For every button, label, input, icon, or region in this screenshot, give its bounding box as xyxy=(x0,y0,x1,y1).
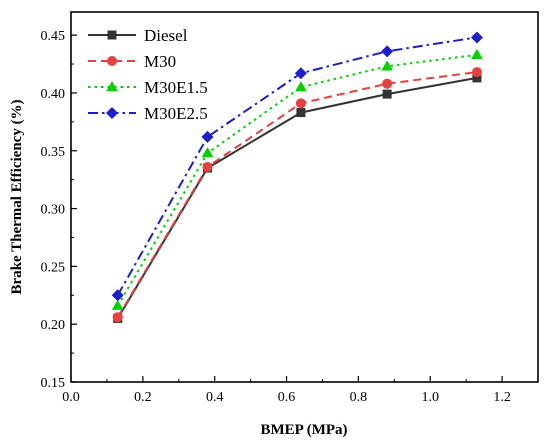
series-layer xyxy=(111,31,483,323)
data-point xyxy=(382,89,392,99)
legend-marker xyxy=(107,56,117,66)
legend-marker xyxy=(107,30,117,40)
series-line xyxy=(116,53,478,307)
legend-entry: M30E2.5 xyxy=(88,104,208,123)
x-tick-label: 0.4 xyxy=(206,390,224,405)
x-tick-label: 0.2 xyxy=(134,390,152,405)
data-point xyxy=(471,67,482,78)
legend-label: M30E2.5 xyxy=(144,104,208,123)
x-tick-label: 1.2 xyxy=(493,390,511,405)
legend-entry: M30 xyxy=(88,52,176,71)
legend-marker xyxy=(106,107,118,119)
legend-label: Diesel xyxy=(144,26,188,45)
data-point xyxy=(381,60,393,71)
plot-frame xyxy=(70,11,539,383)
x-tick-label: 0.8 xyxy=(350,390,368,405)
series-m30 xyxy=(112,67,482,323)
legend-label: M30 xyxy=(144,52,176,71)
data-point xyxy=(471,48,483,59)
series-m30e2-5 xyxy=(111,31,483,302)
data-point xyxy=(112,312,123,323)
data-point xyxy=(111,299,124,310)
data-point xyxy=(201,130,214,143)
data-point xyxy=(295,81,307,92)
y-tick-label: 0.15 xyxy=(41,376,66,391)
y-tick-label: 0.35 xyxy=(41,145,66,160)
y-tick-label: 0.30 xyxy=(41,203,66,218)
data-point xyxy=(296,108,306,118)
data-point xyxy=(381,45,394,58)
legend-entry: Diesel xyxy=(88,26,188,45)
y-tick-label: 0.40 xyxy=(41,87,66,102)
data-point xyxy=(202,161,213,172)
legend: Diesel M30 M30E1.5 M30E2.5 xyxy=(88,26,208,123)
y-tick-label: 0.25 xyxy=(41,260,66,275)
series-m30e1-5 xyxy=(111,48,483,310)
data-point xyxy=(470,31,483,44)
y-axis-title: Brake Thermal Efficiency (%) xyxy=(9,99,25,294)
x-tick-label: 0.0 xyxy=(62,390,80,405)
y-tick-label: 0.45 xyxy=(41,29,66,44)
data-point xyxy=(295,98,306,109)
x-tick-label: 0.6 xyxy=(278,390,296,405)
legend-label: M30E1.5 xyxy=(144,78,208,97)
x-tick-label: 1.0 xyxy=(421,390,439,405)
data-point xyxy=(294,67,307,80)
data-point xyxy=(382,78,393,89)
data-point xyxy=(201,147,214,158)
ticks-layer: 0.0 0.2 0.4 0.6 0.8 1.0 1.2 0.15 0.20 0.25 0.30 0.3… xyxy=(41,29,511,405)
x-axis-title: BMEP (MPa) xyxy=(260,422,347,438)
y-tick-label: 0.20 xyxy=(41,318,66,333)
legend-marker xyxy=(106,81,118,92)
series-line xyxy=(116,36,478,296)
data-point xyxy=(472,73,482,83)
legend-entry: M30E1.5 xyxy=(88,78,208,97)
data-point xyxy=(111,289,124,302)
